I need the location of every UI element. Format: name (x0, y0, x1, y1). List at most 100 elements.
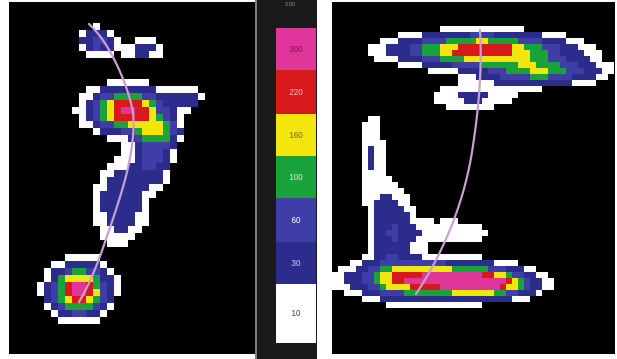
pressure-cell (100, 219, 107, 226)
pressure-cell (121, 51, 128, 58)
pressure-cell (440, 92, 446, 98)
pressure-cell (121, 135, 128, 142)
pressure-cell (107, 191, 114, 198)
pressure-cell (135, 37, 142, 44)
pressure-cell (100, 128, 107, 135)
pressure-cell (440, 284, 446, 290)
pressure-cell (518, 50, 524, 56)
pressure-cell (163, 135, 170, 142)
pressure-cell (458, 254, 464, 260)
pressure-cell (416, 218, 422, 224)
pressure-cell (422, 290, 428, 296)
pressure-cell (380, 248, 386, 254)
pressure-cell (392, 212, 398, 218)
pressure-cell (135, 163, 142, 170)
pressure-cell (368, 44, 374, 50)
pressure-cell (374, 254, 380, 260)
pressure-cell (422, 248, 428, 254)
pressure-cell (440, 302, 446, 308)
pressure-cell (446, 296, 452, 302)
pressure-cell (410, 206, 416, 212)
pressure-cell (362, 140, 368, 146)
pressure-cell (506, 68, 512, 74)
pressure-cell (518, 80, 524, 86)
pressure-cell (410, 230, 416, 236)
pressure-cell (100, 310, 107, 317)
pressure-cell (428, 290, 434, 296)
pressure-cell (163, 100, 170, 107)
pressure-cell (536, 44, 542, 50)
pressure-cell (368, 158, 374, 164)
pressure-cell (512, 62, 518, 68)
pressure-cell (458, 272, 464, 278)
pressure-cell (72, 296, 79, 303)
pressure-cell (368, 152, 374, 158)
pressure-cell (386, 290, 392, 296)
pressure-cell (79, 30, 86, 37)
pressure-cell (422, 236, 428, 242)
pressure-cell (500, 266, 506, 272)
pressure-cell (518, 26, 524, 32)
pressure-cell (482, 104, 488, 110)
legend-label-10: 10 (291, 309, 301, 318)
pressure-cell (107, 212, 114, 219)
pressure-cell (386, 248, 392, 254)
pressure-cell (149, 156, 156, 163)
pressure-cell (452, 50, 458, 56)
pressure-cell (135, 135, 142, 142)
pressure-cell (114, 107, 121, 114)
pressure-cell (142, 107, 149, 114)
pressure-cell (398, 230, 404, 236)
pressure-cell (362, 284, 368, 290)
pressure-cell (584, 80, 590, 86)
pressure-cell (566, 62, 572, 68)
pressure-cell (392, 284, 398, 290)
pressure-cell (554, 74, 560, 80)
pressure-cell (368, 290, 374, 296)
pressure-cell (156, 128, 163, 135)
pressure-cell (114, 86, 121, 93)
pressure-cell (422, 230, 428, 236)
pressure-cell (380, 278, 386, 284)
pressure-cell (100, 212, 107, 219)
pressure-cell (135, 191, 142, 198)
pressure-cell (512, 278, 518, 284)
pressure-cell (464, 296, 470, 302)
pressure-cell (380, 230, 386, 236)
pressure-cell (470, 266, 476, 272)
pressure-cell (100, 177, 107, 184)
pressure-cell (149, 191, 156, 198)
pressure-cell (392, 266, 398, 272)
pressure-cell (380, 218, 386, 224)
pressure-cell (530, 80, 536, 86)
pressure-cell (51, 268, 58, 275)
pressure-cell (398, 248, 404, 254)
pressure-cell (121, 156, 128, 163)
pressure-cell (470, 224, 476, 230)
pressure-cell (470, 92, 476, 98)
pressure-cell (440, 86, 446, 92)
pressure-cell (128, 135, 135, 142)
pressure-cell (72, 254, 79, 261)
pressure-cell (386, 50, 392, 56)
pressure-cell (65, 303, 72, 310)
pressure-cell (135, 79, 142, 86)
pressure-cell (374, 170, 380, 176)
pressure-cell (488, 62, 494, 68)
pressure-cell (79, 254, 86, 261)
pressure-cell (156, 93, 163, 100)
pressure-cell (128, 107, 135, 114)
pressure-cell (488, 74, 494, 80)
pressure-cell (482, 272, 488, 278)
pressure-cell (470, 86, 476, 92)
pressure-cell (362, 254, 368, 260)
pressure-cell (602, 68, 608, 74)
pressure-cell (494, 272, 500, 278)
pressure-cell (374, 158, 380, 164)
pressure-cell (494, 38, 500, 44)
pressure-cell (362, 158, 368, 164)
pressure-cell (506, 86, 512, 92)
pressure-cell (434, 68, 440, 74)
pressure-cell (458, 278, 464, 284)
pressure-cell (380, 290, 386, 296)
